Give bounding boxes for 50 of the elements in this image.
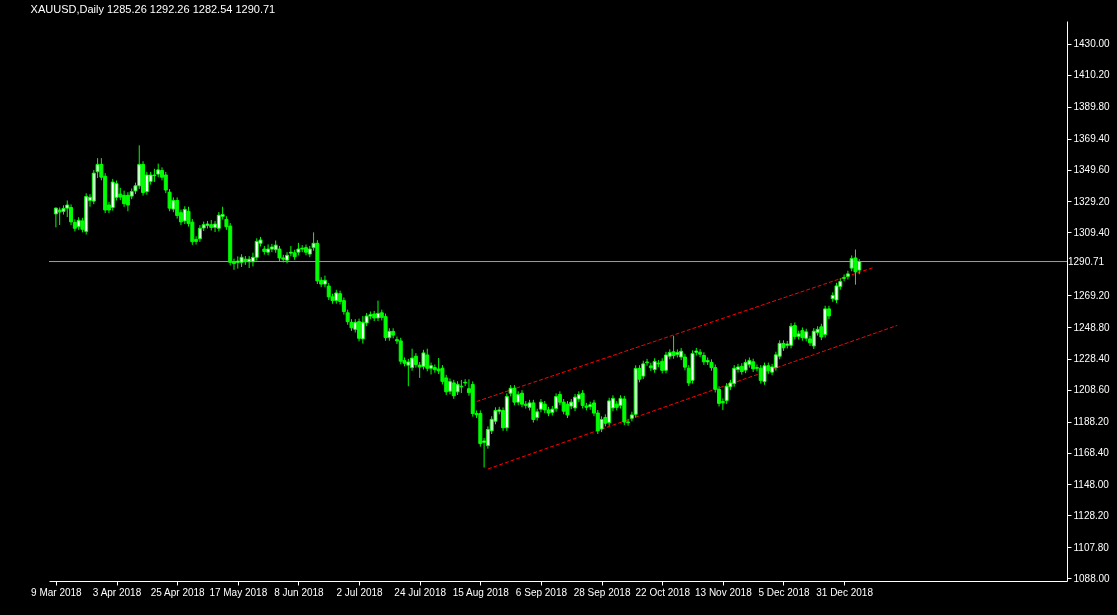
x-tick-label: 17 May 2018 [209,586,268,598]
candlestick [607,397,612,427]
y-tick-label: 1430.00 [1073,38,1111,50]
y-tick-label: 1410.20 [1073,69,1111,81]
candlestick [360,315,365,345]
x-tick-label: 9 Mar 2018 [31,586,83,598]
x-tick-label: 5 Dec 2018 [758,586,810,598]
y-tick-label: 1369.40 [1073,133,1111,145]
y-tick-label: 1228.40 [1073,353,1111,365]
x-tick-label: 25 Apr 2018 [150,586,206,598]
ref-line-label: 1290.71 [1068,255,1105,267]
y-tick-label: 1208.60 [1073,384,1111,396]
x-tick-label: 3 Apr 2018 [92,586,142,598]
chart-title: XAUUSD,Daily 1285.26 1292.26 1282.54 1290.71 [30,3,276,15]
candlestick [641,360,646,380]
y-tick-label: 1248.80 [1073,321,1111,333]
x-tick-label: 8 Jun 2018 [274,586,325,598]
y-tick-label: 1349.60 [1073,164,1111,176]
x-tick-label: 31 Dec 2018 [816,586,874,598]
candlestick [266,243,271,256]
x-tick-label: 15 Aug 2018 [452,586,510,598]
candlestick [425,348,430,372]
y-tick-label: 1128.20 [1073,509,1110,521]
candlestick [845,270,850,281]
y-tick-label: 1389.80 [1073,101,1111,113]
candlestick [811,327,816,350]
candlestick [701,351,706,366]
candlestick [216,211,221,232]
x-tick-label: 22 Oct 2018 [635,586,691,598]
x-tick-label: 28 Sep 2018 [573,586,631,598]
y-tick-label: 1329.20 [1073,195,1111,207]
y-tick-label: 1088.00 [1073,572,1111,584]
x-tick-label: 24 Jul 2018 [394,586,447,598]
x-tick-label: 13 Nov 2018 [694,586,753,598]
candlestick [376,300,380,322]
candlestick [398,337,403,365]
y-tick-label: 1168.40 [1073,447,1110,459]
candlestick [53,207,58,228]
candlestick [269,243,274,253]
y-tick-label: 1309.40 [1073,226,1111,238]
y-tick-label: 1148.00 [1073,478,1110,490]
y-tick-label: 1188.20 [1073,416,1110,428]
y-tick-label: 1107.80 [1073,541,1110,553]
x-tick-label: 2 Jul 2018 [336,586,384,598]
y-tick-label: 1269.20 [1073,289,1111,301]
x-tick-label: 6 Sep 2018 [515,586,568,598]
candlestick [664,351,668,374]
candlestick [357,318,362,342]
candlestick [137,144,142,190]
candlestick [732,364,737,388]
